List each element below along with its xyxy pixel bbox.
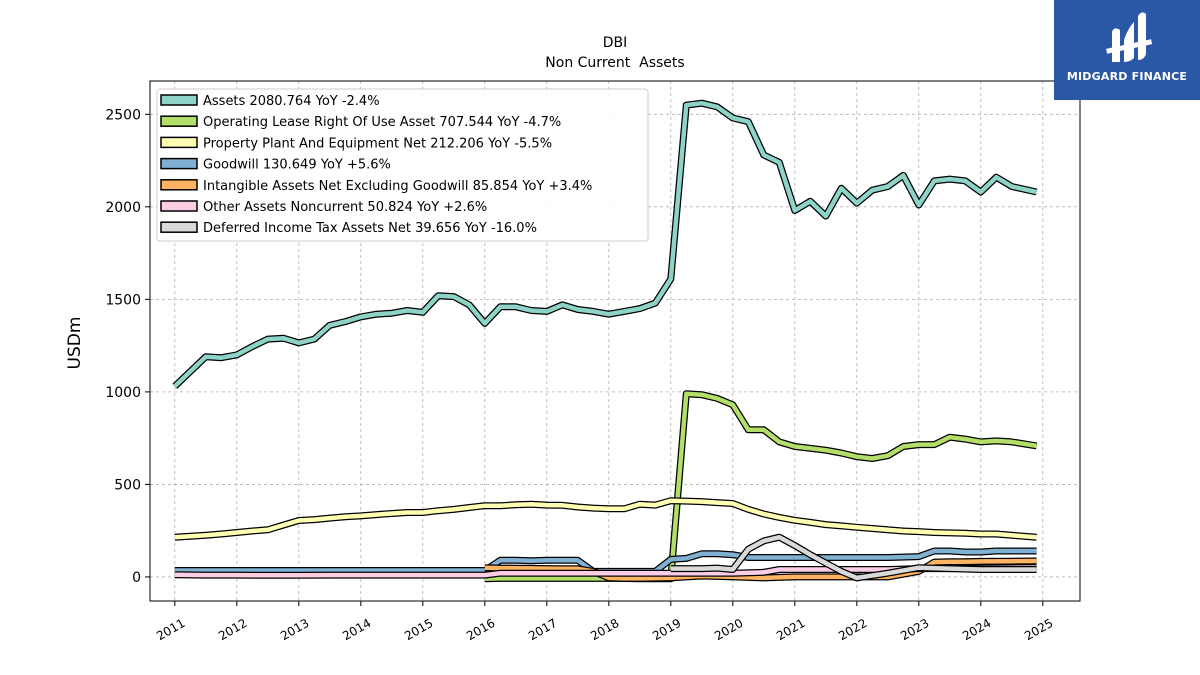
legend-swatch [160, 136, 198, 149]
x-tick-label: 2020 [712, 616, 745, 643]
series-line [173, 100, 1038, 388]
legend-entry: Deferred Income Tax Assets Net 39.656 Yo… [203, 221, 537, 236]
midgard-logo-icon [1106, 12, 1153, 62]
x-tick-label: 2019 [650, 616, 683, 643]
x-tick-label: 2017 [526, 616, 559, 643]
legend-entry: Other Assets Noncurrent 50.824 YoY +2.6% [203, 200, 487, 215]
legend-entry: Operating Lease Right Of Use Asset 707.5… [203, 115, 561, 130]
y-tick-label: 2000 [105, 200, 141, 216]
x-tick-label: 2016 [464, 616, 497, 643]
legend-entry: Intangible Assets Net Excluding Goodwill… [203, 179, 592, 194]
legend-swatch [160, 221, 198, 233]
series-1 [484, 390, 1038, 583]
legend-swatch [160, 179, 198, 191]
y-tick-label: 1000 [105, 385, 141, 401]
legend: Assets 2080.764 YoY -2.4% Operating Lease… [156, 88, 649, 242]
legend-entry: Property Plant And Equipment Net 212.206… [203, 136, 552, 151]
legend-swatch [160, 115, 198, 127]
legend-swatch [160, 200, 198, 212]
x-tick-label: 2013 [278, 616, 311, 643]
x-tick-label: 2023 [898, 616, 931, 643]
y-tick-label: 0 [132, 570, 141, 586]
legend-entry: Assets 2080.764 YoY -2.4% [203, 94, 380, 109]
brand-logo: MIDGARD FINANCE [1054, 0, 1200, 100]
x-tick-label: 2015 [402, 616, 435, 643]
x-tick-label: 2022 [836, 616, 869, 643]
series-line [484, 391, 1037, 582]
chart-subtitle: Non Current Assets [545, 55, 684, 71]
x-tick-label: 2024 [960, 616, 993, 643]
x-tick-label: 2014 [340, 616, 373, 643]
series-line [174, 498, 1037, 540]
x-tick-label: 2021 [774, 616, 807, 643]
x-tick-label: 2012 [216, 616, 249, 643]
series-lines [172, 99, 1038, 583]
x-tick-label: 2018 [588, 616, 621, 643]
y-tick-label: 500 [114, 477, 141, 493]
series-5 [174, 564, 1037, 579]
y-axis-label: USDm [65, 317, 85, 370]
legend-swatch [160, 157, 198, 170]
legend-box [156, 88, 649, 242]
series-2 [174, 497, 1037, 541]
series-6 [670, 533, 1037, 582]
y-tick-label: 1500 [105, 292, 141, 308]
legend-swatch [160, 94, 198, 106]
series-line [174, 565, 1037, 578]
legend-entry: Goodwill 130.649 YoY +5.6% [203, 158, 391, 173]
x-tick-label: 2025 [1022, 616, 1055, 643]
chart-title: DBI [603, 35, 628, 51]
x-tick-label: 2011 [154, 616, 187, 643]
series-0 [172, 99, 1038, 389]
plot-frame [149, 80, 1081, 602]
y-tick-label: 2500 [105, 107, 141, 123]
series-line [670, 534, 1037, 581]
brand-name: MIDGARD FINANCE [1066, 70, 1188, 83]
